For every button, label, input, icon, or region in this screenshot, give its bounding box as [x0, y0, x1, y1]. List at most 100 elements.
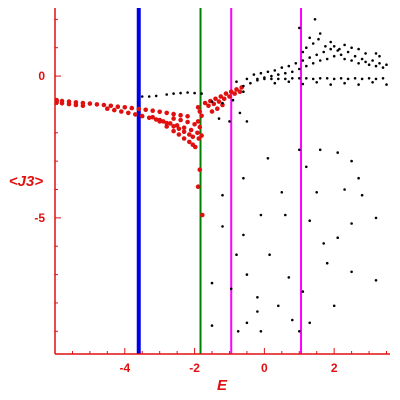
data-point [315, 191, 319, 194]
data-point [318, 32, 322, 35]
data-point [270, 74, 273, 78]
x-ticks: -4 -2 0 2 [54, 348, 388, 375]
data-point [115, 104, 121, 109]
data-point [343, 43, 346, 47]
data-point [231, 98, 235, 102]
data-point [259, 71, 263, 75]
data-point [200, 92, 203, 95]
data-point [305, 77, 308, 80]
x-tick-label: -4 [119, 361, 130, 375]
data-point [308, 56, 312, 59]
data-point [216, 99, 222, 104]
data-point [227, 94, 232, 99]
data-point [236, 330, 240, 333]
series-2 [140, 18, 388, 333]
data-point [350, 270, 353, 274]
data-point [154, 94, 158, 98]
data-point [211, 101, 217, 107]
data-point [232, 91, 237, 96]
data-point [357, 62, 360, 65]
data-point [357, 83, 360, 86]
data-point [242, 176, 245, 180]
data-point [185, 119, 190, 125]
data-point [277, 77, 280, 81]
data-point [181, 129, 187, 134]
data-point [385, 83, 388, 86]
data-point [385, 63, 388, 66]
data-point [287, 276, 291, 279]
x-axis-title: E [217, 377, 228, 394]
data-point [188, 127, 194, 133]
data-point [311, 42, 315, 45]
data-point [322, 50, 326, 54]
data-point [343, 188, 346, 191]
data-point [266, 157, 270, 160]
data-point [185, 114, 190, 119]
data-point [360, 77, 364, 81]
data-point [357, 176, 360, 180]
data-point [200, 212, 205, 218]
data-point [245, 273, 249, 276]
data-point [298, 67, 301, 71]
data-point [210, 100, 214, 103]
data-point [234, 87, 239, 92]
data-point [332, 54, 336, 58]
data-point [129, 105, 135, 111]
data-point [277, 73, 280, 76]
data-point [193, 91, 196, 95]
data-point [305, 46, 308, 49]
data-point [171, 128, 176, 134]
data-point [171, 124, 176, 129]
data-point [136, 106, 142, 112]
data-point [249, 81, 252, 85]
data-point [199, 113, 204, 119]
data-point [322, 242, 326, 245]
data-point [360, 193, 364, 197]
data-point [350, 159, 353, 163]
data-point [329, 40, 333, 44]
data-point [313, 18, 317, 21]
data-point [381, 66, 385, 69]
data-point [122, 105, 128, 110]
data-point [190, 134, 196, 140]
data-point [287, 80, 291, 83]
data-point [324, 45, 327, 48]
data-point [209, 109, 215, 114]
data-point [343, 57, 346, 61]
data-point [171, 116, 176, 121]
vertical-marker-lines [136, 8, 303, 354]
data-point [218, 94, 224, 99]
x-tick-label: -2 [189, 361, 200, 375]
data-point [318, 148, 322, 152]
data-point [374, 64, 378, 68]
data-point [147, 95, 151, 98]
data-point [350, 59, 353, 62]
data-point [206, 103, 211, 109]
data-point [153, 117, 159, 122]
data-point [325, 57, 329, 61]
y-axis-title: <J3> [9, 173, 43, 190]
data-point [112, 107, 117, 113]
data-point [332, 45, 336, 48]
data-point [217, 117, 221, 120]
data-point [73, 102, 79, 108]
data-point [160, 119, 166, 124]
data-point [186, 91, 189, 94]
data-point [298, 26, 301, 30]
data-point [332, 304, 336, 308]
data-point [164, 124, 169, 129]
data-point [179, 91, 182, 95]
data-point [220, 102, 225, 108]
data-point [364, 60, 367, 64]
data-point [199, 133, 204, 138]
data-point [172, 92, 175, 95]
y-tick-label: -5 [34, 211, 45, 225]
data-point [336, 151, 340, 154]
data-point [364, 52, 367, 55]
data-point [332, 77, 336, 81]
data-point [374, 279, 378, 282]
data-point [298, 77, 301, 80]
data-point [157, 119, 162, 124]
data-point [346, 77, 350, 81]
